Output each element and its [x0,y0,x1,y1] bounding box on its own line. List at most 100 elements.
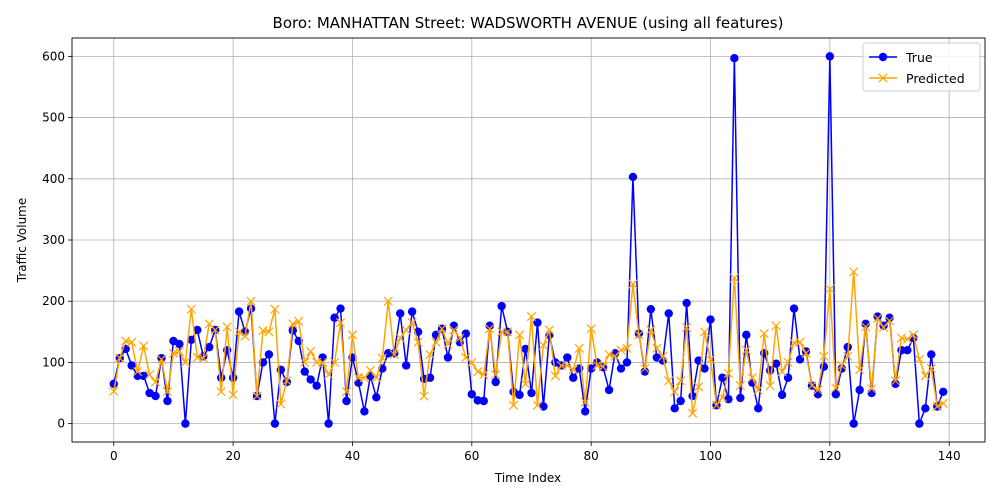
data-point [502,327,513,337]
data-point [622,343,632,353]
x-axis-label: Time Index [494,471,561,485]
data-point [342,396,351,406]
data-point [682,322,692,333]
data-point [461,352,471,363]
data-point [174,346,185,357]
data-point [831,390,841,399]
data-point [401,361,411,370]
data-point [765,366,775,375]
data-point [616,364,626,373]
data-point [598,362,608,372]
data-point [127,337,137,347]
legend-item: True [869,50,933,65]
data-point [550,371,560,381]
data-point [789,304,799,313]
data-point [903,345,912,355]
data-point [234,307,244,316]
y-tick-label: 200 [42,294,65,308]
x-tick-label: 80 [584,449,599,463]
data-point [527,388,536,398]
data-point [646,304,656,314]
data-point [700,364,709,373]
data-point [371,373,381,383]
data-point [329,357,340,368]
data-point [264,327,274,337]
data-point [908,330,919,340]
data-point [855,385,864,395]
data-point [520,379,531,389]
data-point [216,373,226,382]
data-point [156,354,167,364]
data-point [705,354,716,364]
data-point [884,316,895,326]
data-point [562,360,572,371]
data-point [222,322,232,332]
data-point [336,304,345,313]
data-point [133,366,143,377]
data-point [866,384,877,394]
data-point [729,273,739,283]
data-point [742,330,751,340]
legend: True Predicted [862,42,981,92]
data-point [699,327,710,337]
data-point [455,333,465,343]
data-point [121,336,131,346]
y-tick-label: 300 [42,233,65,247]
data-point [205,342,214,352]
data-point [938,398,948,409]
y-tick-label: 600 [42,49,65,63]
data-point [885,313,894,322]
data-point [670,404,679,413]
data-point [181,419,190,428]
data-point [640,367,650,376]
data-point [514,330,525,340]
data-point [825,284,835,294]
data-point [765,381,775,391]
data-point [652,343,662,353]
data-point [419,391,429,401]
data-point [425,373,435,382]
data-point [449,321,459,330]
data-point [437,324,447,334]
data-point [747,373,757,383]
data-point [323,370,334,380]
data-point [670,387,680,397]
data-point [479,396,488,406]
data-point [939,387,948,397]
data-point [425,349,435,360]
data-point [198,353,208,363]
data-point [676,376,686,386]
axis-ticks: 0 20 40 60 80 100 120 140 0 100 200 300 400 500 600 [42,49,961,463]
data-point [580,407,590,416]
data-point [479,370,489,380]
data-point [151,391,160,401]
data-point [676,396,685,406]
data-point [759,329,769,339]
data-point [896,333,907,343]
data-point [592,360,602,371]
data-point [508,400,519,410]
data-point [187,335,196,344]
x-tick-label: 40 [345,449,360,463]
data-point [175,339,184,349]
data-point [377,353,387,363]
data-point [687,408,698,418]
data-point [723,368,734,379]
y-tick-label: 500 [42,111,65,125]
data-point [717,392,728,402]
data-point [163,396,172,406]
data-point [646,325,656,335]
data-point [431,337,441,347]
legend-marker [878,52,888,62]
data-point [473,366,483,377]
data-point [730,54,739,63]
x-tick-label: 100 [699,449,722,463]
data-point [407,318,417,328]
data-point [372,393,381,402]
data-point [872,313,883,323]
data-point [300,367,309,376]
y-tick-label: 100 [42,355,65,369]
data-point [157,353,166,363]
data-point [491,370,501,380]
